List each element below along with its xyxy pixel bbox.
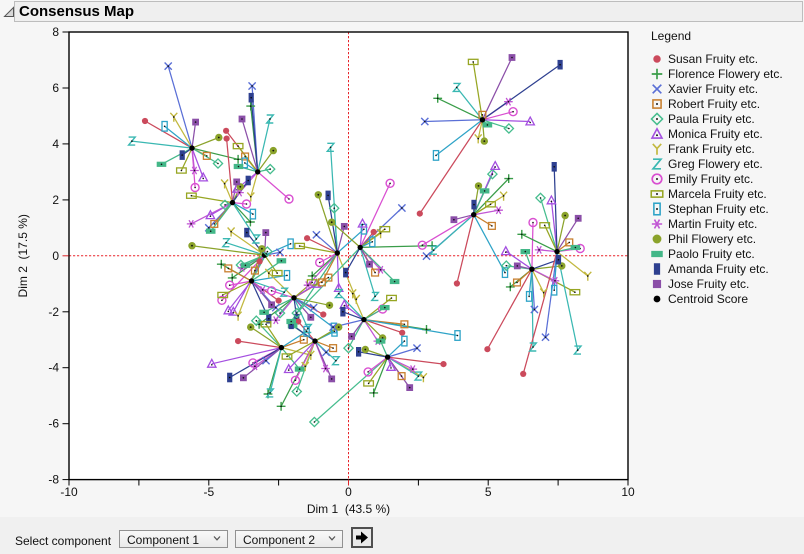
svg-text:Robert Fruity etc.: Robert Fruity etc. — [668, 97, 760, 111]
svg-text:Centroid Score: Centroid Score — [668, 292, 748, 306]
svg-text:Florence Flowery etc.: Florence Flowery etc. — [668, 67, 783, 81]
svg-text:Greg Flowery etc.: Greg Flowery etc. — [668, 157, 763, 171]
svg-text:-6: -6 — [48, 417, 59, 431]
svg-text:-4: -4 — [48, 361, 59, 375]
svg-text:Emily Fruity etc.: Emily Fruity etc. — [668, 172, 753, 186]
svg-text:Dim 2 (17.5 %): Dim 2 (17.5 %) — [16, 214, 30, 297]
svg-text:Paula Fruity etc.: Paula Fruity etc. — [668, 112, 755, 126]
svg-text:-2: -2 — [48, 305, 59, 319]
svg-text:0: 0 — [345, 485, 352, 499]
svg-text:Susan Fruity etc.: Susan Fruity etc. — [668, 52, 758, 66]
svg-text:8: 8 — [52, 25, 59, 39]
svg-text:Paolo Fruity etc.: Paolo Fruity etc. — [668, 247, 755, 261]
svg-text:2: 2 — [52, 193, 59, 207]
svg-text:Martin Fruity etc.: Martin Fruity etc. — [668, 217, 757, 231]
svg-text:-10: -10 — [60, 485, 78, 499]
svg-text:Stephan Fruity etc.: Stephan Fruity etc. — [668, 202, 769, 216]
svg-text:6: 6 — [52, 81, 59, 95]
svg-text:-8: -8 — [48, 473, 59, 487]
svg-text:Xavier Fruity etc.: Xavier Fruity etc. — [668, 82, 758, 96]
svg-text:Frank Fruity etc.: Frank Fruity etc. — [668, 142, 755, 156]
svg-text:Amanda Fruity etc.: Amanda Fruity etc. — [668, 262, 769, 276]
svg-text:Marcela Fruity etc.: Marcela Fruity etc. — [668, 187, 767, 201]
svg-text:Phil Flowery etc.: Phil Flowery etc. — [668, 232, 756, 246]
svg-text:Dim 1 (43.5 %): Dim 1 (43.5 %) — [307, 502, 390, 516]
svg-text:-5: -5 — [203, 485, 214, 499]
svg-text:4: 4 — [52, 137, 59, 151]
svg-text:Jose Fruity etc.: Jose Fruity etc. — [668, 277, 749, 291]
svg-text:Monica Fruity etc.: Monica Fruity etc. — [668, 127, 763, 141]
svg-text:Legend: Legend — [651, 29, 691, 43]
svg-text:5: 5 — [485, 485, 492, 499]
svg-text:0: 0 — [52, 249, 59, 263]
svg-text:10: 10 — [621, 485, 635, 499]
